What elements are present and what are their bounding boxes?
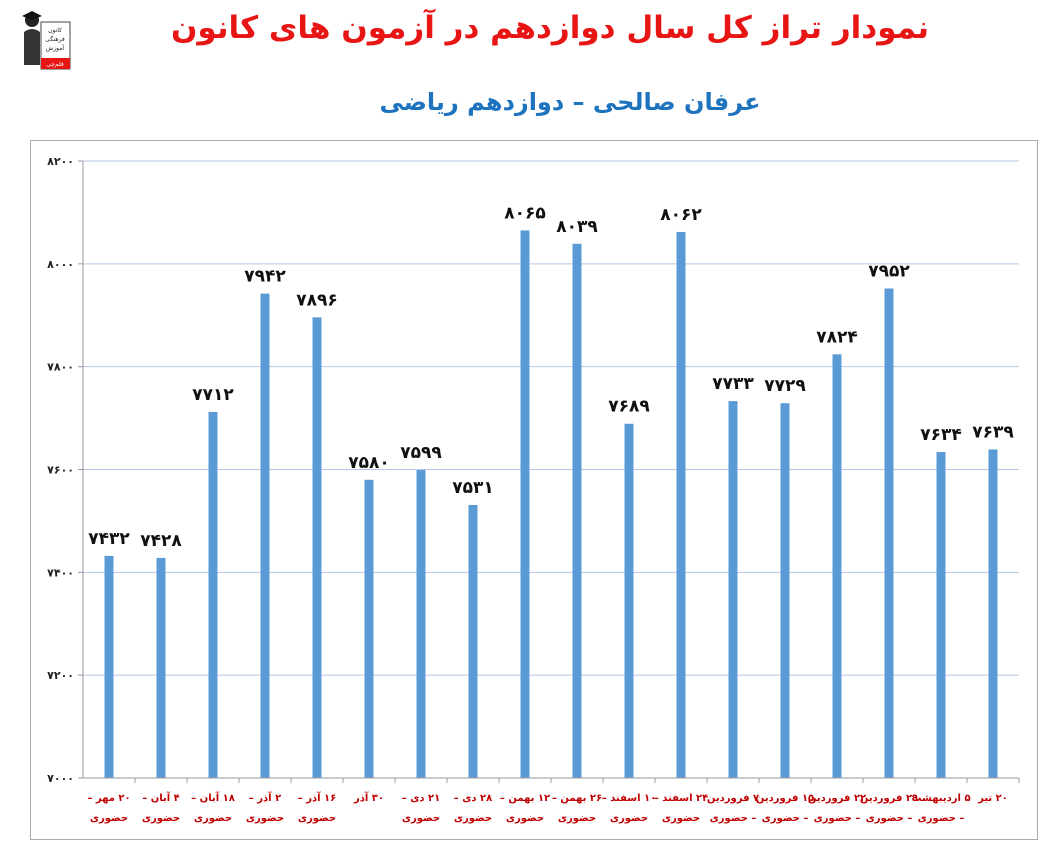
category-label: ۲۹ فروردین: [860, 793, 918, 804]
logo-line-2: فرهنگی: [45, 35, 65, 43]
category-label-line2: – حضوری: [866, 813, 913, 824]
data-label: ۷۵۳۱: [452, 478, 494, 498]
y-tick-label: ۸۲۰۰: [47, 155, 74, 168]
page-title: نمودار تراز کل سال دوازدهم در آزمون های …: [170, 10, 930, 46]
data-label: ۷۸۲۴: [816, 327, 858, 347]
bar: [520, 230, 530, 779]
bar: [208, 411, 218, 778]
y-tick-label: ۸۰۰۰: [47, 258, 74, 271]
y-tick-label: ۷۸۰۰: [47, 361, 74, 374]
category-label: ۱۰ اسفند –: [602, 793, 657, 804]
logo-line-3: آموزش: [46, 43, 65, 52]
y-tick-label: ۷۶۰۰: [47, 464, 74, 477]
category-label: ۲۱ دی –: [402, 793, 440, 804]
y-tick-label: ۷۴۰۰: [47, 566, 74, 579]
logo-line-1: کانون: [48, 27, 62, 34]
category-label-line2: حضوری: [610, 813, 648, 824]
category-label: ۳۰ آذر: [353, 791, 384, 804]
data-label: ۷۷۳۳: [712, 374, 754, 394]
category-label-line2: – حضوری: [918, 813, 965, 824]
category-label: ۲۰ تیر: [977, 793, 1008, 804]
data-label: ۷۴۲۸: [140, 531, 182, 551]
data-label: ۷۴۳۲: [88, 529, 130, 549]
bar: [364, 479, 374, 778]
category-label: ۵ اردیبهشت: [911, 793, 970, 804]
bar: [988, 449, 998, 778]
data-label: ۸۰۶۵: [504, 203, 546, 223]
bar-chart: ۷۰۰۰ ۷۲۰۰ ۷۴۰۰ ۷۶۰۰ ۷۸۰۰ ۸۰۰۰ ۸۲۰۰ ۷۴۳۲ ۲۰ مهر –…: [47, 155, 1020, 824]
bar: [468, 504, 478, 778]
category-label-line2: حضوری: [662, 813, 700, 824]
bar: [780, 403, 790, 778]
bar: [260, 293, 270, 778]
category-label: ۲۶ بهمن –: [552, 793, 602, 804]
data-label: ۸۰۶۲: [660, 205, 702, 225]
data-label: ۷۶۸۹: [608, 397, 650, 417]
category-label-line2: حضوری: [90, 813, 128, 824]
bar: [884, 288, 894, 778]
bar: [572, 243, 582, 778]
category-label: ۷ فروردین: [707, 793, 759, 804]
y-tick-label: ۷۲۰۰: [47, 669, 74, 682]
category-label: ۱۲ بهمن –: [500, 793, 550, 804]
data-label: ۷۵۸۰: [348, 453, 390, 473]
category-label-line2: – حضوری: [814, 813, 861, 824]
bar: [416, 470, 426, 778]
category-label-line2: حضوری: [298, 813, 336, 824]
category-label: ۲۰ مهر –: [87, 793, 130, 804]
category-label-line2: حضوری: [402, 813, 440, 824]
category-label: ۲۸ دی –: [454, 793, 492, 804]
data-label: ۷۷۲۹: [764, 376, 806, 396]
category-label: ۲ آذر –: [249, 791, 281, 804]
category-label-line2: – حضوری: [762, 813, 809, 824]
bar: [156, 557, 166, 778]
bar: [832, 354, 842, 778]
bar: [676, 231, 686, 778]
data-label: ۷۵۹۹: [400, 443, 442, 463]
category-label: ۲۴ اسفند –: [654, 793, 709, 804]
bar: [728, 401, 738, 778]
data-label: ۷۶۳۴: [920, 425, 962, 445]
bar: [936, 452, 946, 778]
category-label: ۱۵ فروردین: [756, 793, 814, 804]
graduate-icon: کانون فرهنگی آموزش قلم‌چی: [22, 11, 71, 70]
category-label-line2: حضوری: [506, 813, 544, 824]
chart-area: ۷۰۰۰ ۷۲۰۰ ۷۴۰۰ ۷۶۰۰ ۷۸۰۰ ۸۰۰۰ ۸۲۰۰ ۷۴۳۲ ۲۰ مهر –…: [30, 140, 1038, 840]
graduate-figure: [22, 11, 42, 65]
data-label: ۷۹۵۲: [868, 262, 910, 282]
page-subtitle: عرفان صالحی – دوازدهم ریاضی: [379, 88, 761, 116]
category-label: ۴ آبان –: [142, 791, 180, 804]
data-label: ۸۰۳۹: [556, 217, 598, 237]
data-label: ۷۹۴۲: [244, 267, 286, 287]
category-label: ۱۸ آبان –: [191, 791, 235, 804]
category-label-line2: حضوری: [194, 813, 232, 824]
category-label: ۱۶ آذر –: [298, 791, 337, 804]
y-tick-label: ۷۰۰۰: [47, 772, 74, 785]
bar: [624, 423, 634, 778]
category-label-line2: حضوری: [558, 813, 596, 824]
logo-line-4: قلم‌چی: [46, 61, 64, 68]
data-label: ۷۷۱۲: [192, 385, 234, 405]
data-label: ۷۶۳۹: [972, 422, 1014, 442]
category-label: ۲۲ فروردین: [808, 793, 866, 804]
category-label-line2: حضوری: [142, 813, 180, 824]
category-label-line2: حضوری: [246, 813, 284, 824]
category-label-line2: – حضوری: [710, 813, 757, 824]
bar: [104, 555, 114, 778]
bar: [312, 317, 322, 778]
category-label-line2: حضوری: [454, 813, 492, 824]
data-label: ۷۸۹۶: [296, 290, 338, 310]
